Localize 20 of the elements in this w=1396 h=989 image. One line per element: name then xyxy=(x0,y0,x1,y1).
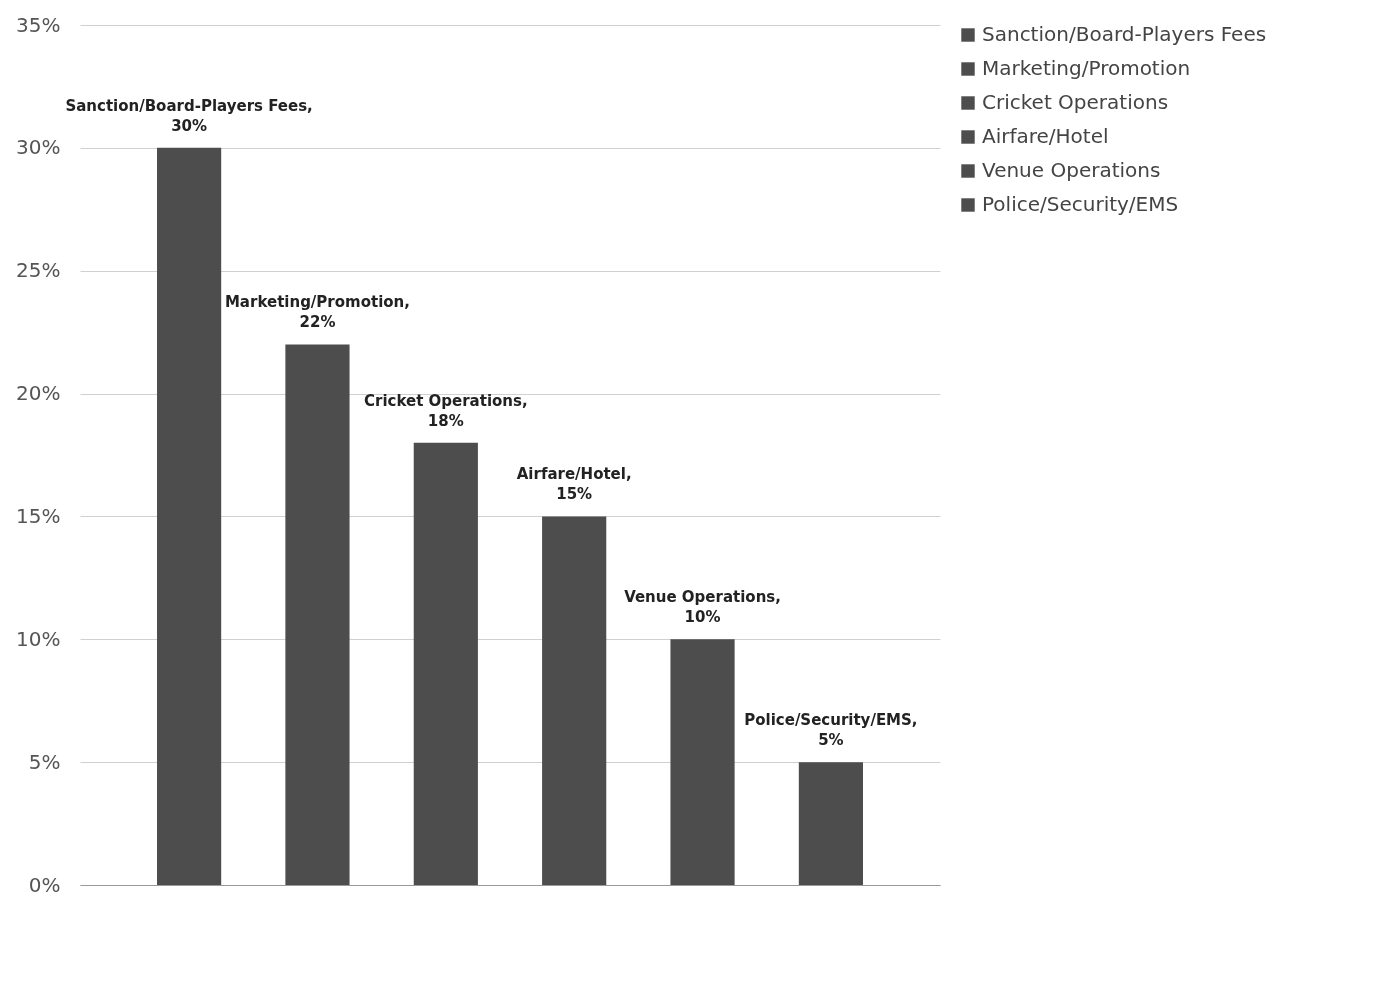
legend-label: Cricket Operations xyxy=(982,90,1169,114)
y-tick-label: 35% xyxy=(16,12,61,37)
y-tick-label: 10% xyxy=(16,626,61,651)
data-label: Venue Operations, 10% xyxy=(624,588,781,627)
y-tick-label: 25% xyxy=(16,258,61,283)
legend-label: Sanction/Board-Players Fees xyxy=(982,22,1267,46)
y-tick-label: 15% xyxy=(16,503,61,528)
legend-label: Airfare/Hotel xyxy=(982,124,1109,148)
data-label: Airfare/Hotel, 15% xyxy=(516,465,632,504)
legend-label: Police/Security/EMS xyxy=(982,192,1179,216)
y-tick-label: 30% xyxy=(16,135,61,160)
data-label: Police/Security/EMS, 5% xyxy=(744,711,918,750)
y-tick-label: 0% xyxy=(28,872,61,897)
data-label: Sanction/Board-Players Fees, 30% xyxy=(65,96,313,135)
data-label: Marketing/Promotion, 22% xyxy=(224,293,410,332)
data-label: Cricket Operations, 18% xyxy=(363,391,528,430)
y-tick-label: 20% xyxy=(16,381,61,406)
legend-label: Venue Operations xyxy=(982,158,1161,182)
y-tick-label: 5% xyxy=(28,749,61,774)
legend-label: Marketing/Promotion xyxy=(982,56,1191,80)
